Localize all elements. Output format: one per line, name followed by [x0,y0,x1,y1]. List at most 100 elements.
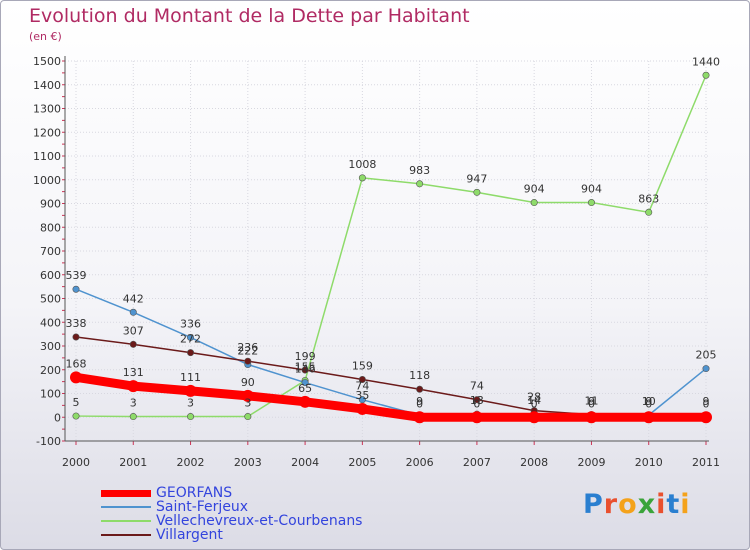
data-label: 14 [527,394,541,407]
y-tick-label: 1400 [33,79,61,92]
y-tick-label: 300 [40,340,61,353]
logo-letter: i [680,489,691,520]
y-tick-label: -100 [36,435,61,448]
data-label: 1008 [348,158,376,171]
data-label: 983 [409,164,430,177]
y-tick-label: 500 [40,293,61,306]
data-label: 74 [470,380,484,393]
series-line-Saint-Ferjeux [75,288,707,416]
series-line-GEORFANS [71,372,711,422]
y-tick-label: 700 [40,245,61,258]
data-point [72,333,80,341]
data-label: 9 [588,395,595,408]
data-label: 904 [524,183,545,196]
data-label: 236 [237,341,258,354]
legend-item-saint-ferjeux: Saint-Ferjeux [101,500,362,514]
data-label: 0 [416,397,423,410]
data-point [358,174,366,182]
y-tick-label: 1300 [33,103,61,116]
x-tick-label: 2011 [692,456,720,469]
data-label: 222 [237,345,258,358]
tick-labels: -100010020030040050060070080090010001100… [33,55,720,469]
data-label: 90 [241,376,255,389]
data-point [473,188,481,196]
data-label: 272 [180,333,201,346]
data-label: 199 [295,350,316,363]
y-tick-label: 1500 [33,55,61,68]
data-label: 10 [642,395,656,408]
data-labels: 5 3 3 3 155 1008 983 947 904 904 863 1440 539 442 336 2… [66,55,721,410]
y-tick-label: 100 [40,388,61,401]
legend-swatch [101,520,151,522]
data-point [301,379,309,387]
x-tick-label: 2007 [463,456,491,469]
proxiti-logo: Proxiti [583,489,691,520]
legend-swatch [101,490,151,497]
data-label: 442 [123,292,144,305]
data-label: 13 [470,394,484,407]
data-point [187,333,195,341]
data-label: 0 [588,397,595,410]
data-point [244,357,252,365]
data-label: 3 [187,397,194,410]
data-label: 307 [123,324,144,337]
data-label: 336 [180,317,201,330]
data-label: 904 [581,183,602,196]
x-tick-label: 2003 [234,456,262,469]
legend-item-villargent: Villargent [101,528,362,542]
data-point [416,180,424,188]
data-label: 205 [696,349,717,362]
data-point [129,340,137,348]
data-label: 159 [352,359,373,372]
chart-title: Evolution du Montant de la Dette par Hab… [29,5,470,27]
x-tick-label: 2005 [348,456,376,469]
logo-letter: x [637,489,657,520]
data-point [72,412,80,420]
y-tick-label: 200 [40,364,61,377]
y-tick-label: 400 [40,316,61,329]
legend-label: Saint-Ferjeux [156,499,249,515]
legend-item-vellechevreux: Vellechevreux-et-Courbenans [101,514,362,528]
data-point [356,402,369,415]
logo-letter: r [603,489,619,520]
legend-label: Vellechevreux-et-Courbenans [156,513,363,529]
legend-label: Villargent [156,527,223,543]
data-point [184,384,197,397]
series-lines [71,74,711,422]
x-tick-label: 2002 [177,456,205,469]
data-point [301,366,309,374]
y-tick-label: 1100 [33,150,61,163]
legend-item-georfans: GEORFANS [101,486,362,500]
data-point [702,71,710,79]
series-points [70,71,712,424]
x-tick-label: 2009 [577,456,605,469]
data-point [358,396,366,404]
data-label: 539 [66,269,87,282]
data-label: 0 [531,397,538,410]
data-point [645,208,653,216]
x-tick-label: 2006 [406,456,434,469]
data-label: 0 [473,397,480,410]
data-label: 74 [355,380,369,393]
data-point [702,365,710,373]
data-point [528,411,541,424]
data-label: 5 [73,396,80,409]
legend-label: GEORFANS [156,485,233,501]
data-label: 863 [638,192,659,205]
x-tick-label: 2001 [119,456,147,469]
y-tick-label: 0 [54,411,61,424]
x-tick-label: 2010 [635,456,663,469]
data-label: 3 [130,397,137,410]
logo-letter: o [618,489,638,520]
x-tick-label: 2008 [520,456,548,469]
data-point [244,413,252,421]
data-point [416,385,424,393]
y-tick-label: 800 [40,221,61,234]
data-label: 11 [584,395,598,408]
y-tick-label: 600 [40,269,61,282]
y-tick-label: 1000 [33,174,61,187]
data-point [72,285,80,293]
data-point [470,411,483,424]
